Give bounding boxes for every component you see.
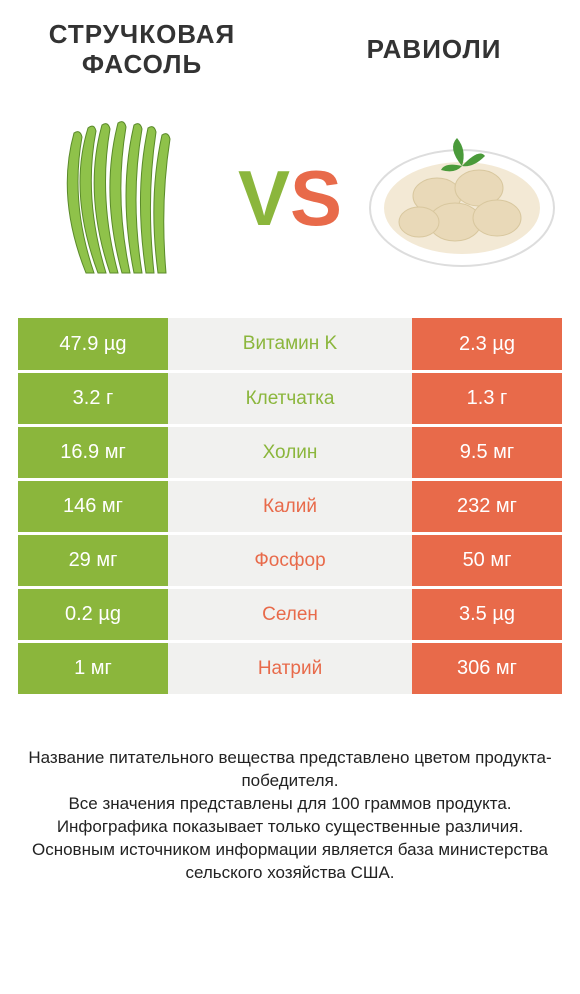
nutrient-label: Селен (168, 588, 412, 642)
nutrient-label: Натрий (168, 642, 412, 696)
vs-label: VS (238, 159, 342, 237)
right-product-image (362, 108, 562, 288)
right-value: 2.3 µg (412, 318, 562, 372)
nutrient-label: Витамин K (168, 318, 412, 372)
left-product-image (18, 108, 218, 288)
nutrient-label: Клетчатка (168, 372, 412, 426)
footnote-line: Основным источником информации является … (22, 839, 558, 885)
footnote-line: Инфографика показывает только существенн… (22, 816, 558, 839)
footnote-line: Название питательного вещества представл… (22, 747, 558, 793)
left-value: 47.9 µg (18, 318, 168, 372)
left-value: 3.2 г (18, 372, 168, 426)
right-value: 232 мг (412, 480, 562, 534)
right-product-title: РАВИОЛИ (314, 35, 562, 65)
left-value: 146 мг (18, 480, 168, 534)
nutrient-label: Калий (168, 480, 412, 534)
right-value: 3.5 µg (412, 588, 562, 642)
left-value: 29 мг (18, 534, 168, 588)
table-row: 0.2 µgСелен3.5 µg (18, 588, 562, 642)
right-value: 9.5 мг (412, 426, 562, 480)
table-row: 16.9 мгХолин9.5 мг (18, 426, 562, 480)
table-row: 146 мгКалий232 мг (18, 480, 562, 534)
nutrient-table: 47.9 µgВитамин K2.3 µg3.2 гКлетчатка1.3 … (18, 318, 562, 698)
left-value: 16.9 мг (18, 426, 168, 480)
table-row: 47.9 µgВитамин K2.3 µg (18, 318, 562, 372)
footnotes: Название питательного вещества представл… (18, 747, 562, 885)
table-row: 3.2 гКлетчатка1.3 г (18, 372, 562, 426)
left-product-title: СТРУЧКОВАЯ ФАСОЛЬ (18, 20, 266, 80)
header: СТРУЧКОВАЯ ФАСОЛЬ РАВИОЛИ (18, 20, 562, 80)
right-value: 1.3 г (412, 372, 562, 426)
right-value: 50 мг (412, 534, 562, 588)
table-row: 1 мгНатрий306 мг (18, 642, 562, 696)
right-value: 306 мг (412, 642, 562, 696)
left-value: 0.2 µg (18, 588, 168, 642)
nutrient-label: Холин (168, 426, 412, 480)
nutrient-label: Фосфор (168, 534, 412, 588)
left-value: 1 мг (18, 642, 168, 696)
vs-v: V (238, 154, 290, 242)
vs-row: VS (18, 108, 562, 288)
table-row: 29 мгФосфор50 мг (18, 534, 562, 588)
vs-s: S (290, 154, 342, 242)
footnote-line: Все значения представлены для 100 граммо… (22, 793, 558, 816)
